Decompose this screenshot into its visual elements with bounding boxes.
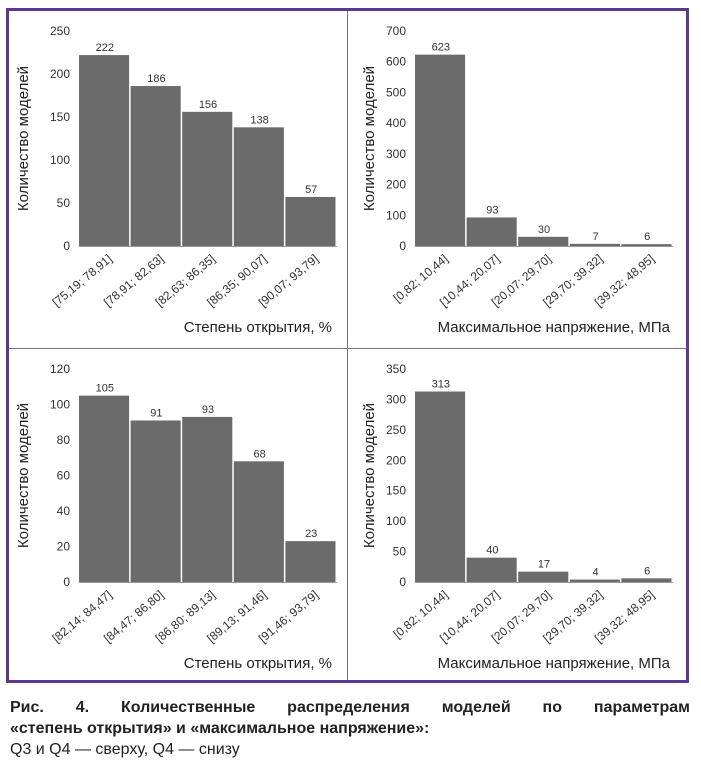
data-label: 91 bbox=[150, 407, 162, 419]
y-axis-label: Количество моделей bbox=[15, 66, 32, 211]
y-tick-label: 50 bbox=[57, 196, 71, 210]
y-tick-label: 20 bbox=[57, 540, 71, 554]
bar bbox=[79, 55, 130, 246]
y-tick-label: 300 bbox=[386, 392, 406, 406]
y-tick-label: 100 bbox=[386, 208, 406, 222]
y-tick-label: 150 bbox=[50, 110, 70, 124]
bar bbox=[621, 244, 672, 246]
horizontal-divider bbox=[9, 348, 686, 349]
figure-caption: Рис. 4. Количественные распределения мод… bbox=[10, 697, 690, 760]
bar bbox=[79, 395, 130, 582]
figure-frame bbox=[6, 8, 689, 683]
y-tick-label: 250 bbox=[50, 24, 70, 38]
y-tick-label: 200 bbox=[386, 178, 406, 192]
bar bbox=[466, 217, 517, 246]
data-label: 40 bbox=[486, 545, 498, 557]
bar bbox=[285, 196, 336, 246]
x-axis-label: Максимальное напряжение, МПа bbox=[438, 655, 671, 672]
x-axis-label: Степень открытия, % bbox=[184, 655, 332, 672]
y-tick-label: 500 bbox=[386, 85, 406, 99]
data-label: 7 bbox=[593, 231, 599, 243]
data-label: 6 bbox=[644, 565, 650, 577]
bar bbox=[518, 236, 569, 246]
data-label: 6 bbox=[644, 231, 650, 243]
y-tick-label: 700 bbox=[386, 24, 406, 38]
y-tick-label: 300 bbox=[386, 147, 406, 161]
data-label: 222 bbox=[96, 42, 114, 54]
y-tick-label: 100 bbox=[386, 514, 406, 528]
y-tick-label: 0 bbox=[399, 239, 406, 253]
y-tick-label: 60 bbox=[57, 469, 71, 483]
data-label: 4 bbox=[593, 567, 599, 579]
y-tick-label: 400 bbox=[386, 116, 406, 130]
y-tick-label: 0 bbox=[399, 575, 406, 589]
data-label: 17 bbox=[538, 559, 550, 571]
bar bbox=[569, 579, 620, 582]
data-label: 313 bbox=[432, 379, 450, 391]
y-tick-label: 600 bbox=[386, 55, 406, 69]
bar bbox=[182, 111, 233, 246]
y-axis-label: Количество моделей bbox=[361, 66, 378, 211]
x-axis-label: Степень открытия, % bbox=[184, 319, 332, 336]
y-tick-label: 350 bbox=[386, 362, 406, 376]
bar bbox=[621, 578, 672, 582]
data-label: 68 bbox=[253, 448, 265, 460]
y-tick-label: 150 bbox=[386, 484, 406, 498]
y-tick-label: 0 bbox=[63, 239, 70, 253]
y-tick-label: 120 bbox=[50, 362, 70, 376]
y-tick-label: 0 bbox=[63, 575, 70, 589]
x-axis-label: Максимальное напряжение, МПа bbox=[438, 319, 671, 336]
bar bbox=[130, 86, 181, 246]
y-tick-label: 250 bbox=[386, 423, 406, 437]
y-tick-label: 100 bbox=[50, 398, 70, 412]
bar bbox=[233, 461, 284, 582]
y-tick-label: 50 bbox=[393, 545, 407, 559]
y-axis-label: Количество моделей bbox=[361, 403, 378, 548]
data-label: 623 bbox=[432, 42, 450, 54]
bar bbox=[415, 54, 466, 247]
data-label: 23 bbox=[305, 528, 317, 540]
caption-line-3: Q3 и Q4 — сверху, Q4 — снизу bbox=[10, 741, 240, 758]
bar bbox=[285, 541, 336, 582]
caption-line-1: Рис. 4. Количественные распределения мод… bbox=[10, 699, 690, 716]
y-tick-label: 100 bbox=[50, 153, 70, 167]
data-label: 186 bbox=[147, 73, 165, 85]
y-tick-label: 40 bbox=[57, 504, 71, 518]
bar bbox=[518, 571, 569, 582]
data-label: 156 bbox=[199, 99, 217, 111]
bar bbox=[130, 420, 181, 582]
bar bbox=[569, 243, 620, 246]
data-label: 105 bbox=[96, 383, 114, 395]
y-tick-label: 200 bbox=[386, 453, 406, 467]
caption-line-2: «степень открытия» и «максимальное напря… bbox=[10, 720, 430, 737]
bar bbox=[466, 557, 517, 582]
y-tick-label: 80 bbox=[57, 433, 71, 447]
bar bbox=[233, 127, 284, 246]
y-tick-label: 200 bbox=[50, 67, 70, 81]
data-label: 57 bbox=[305, 184, 317, 196]
data-label: 138 bbox=[250, 114, 268, 126]
bar bbox=[415, 391, 466, 582]
data-label: 93 bbox=[486, 204, 498, 216]
data-label: 30 bbox=[538, 224, 550, 236]
y-axis-label: Количество моделей bbox=[15, 403, 32, 548]
vertical-divider bbox=[347, 11, 348, 680]
data-label: 93 bbox=[202, 404, 214, 416]
bar bbox=[182, 416, 233, 582]
